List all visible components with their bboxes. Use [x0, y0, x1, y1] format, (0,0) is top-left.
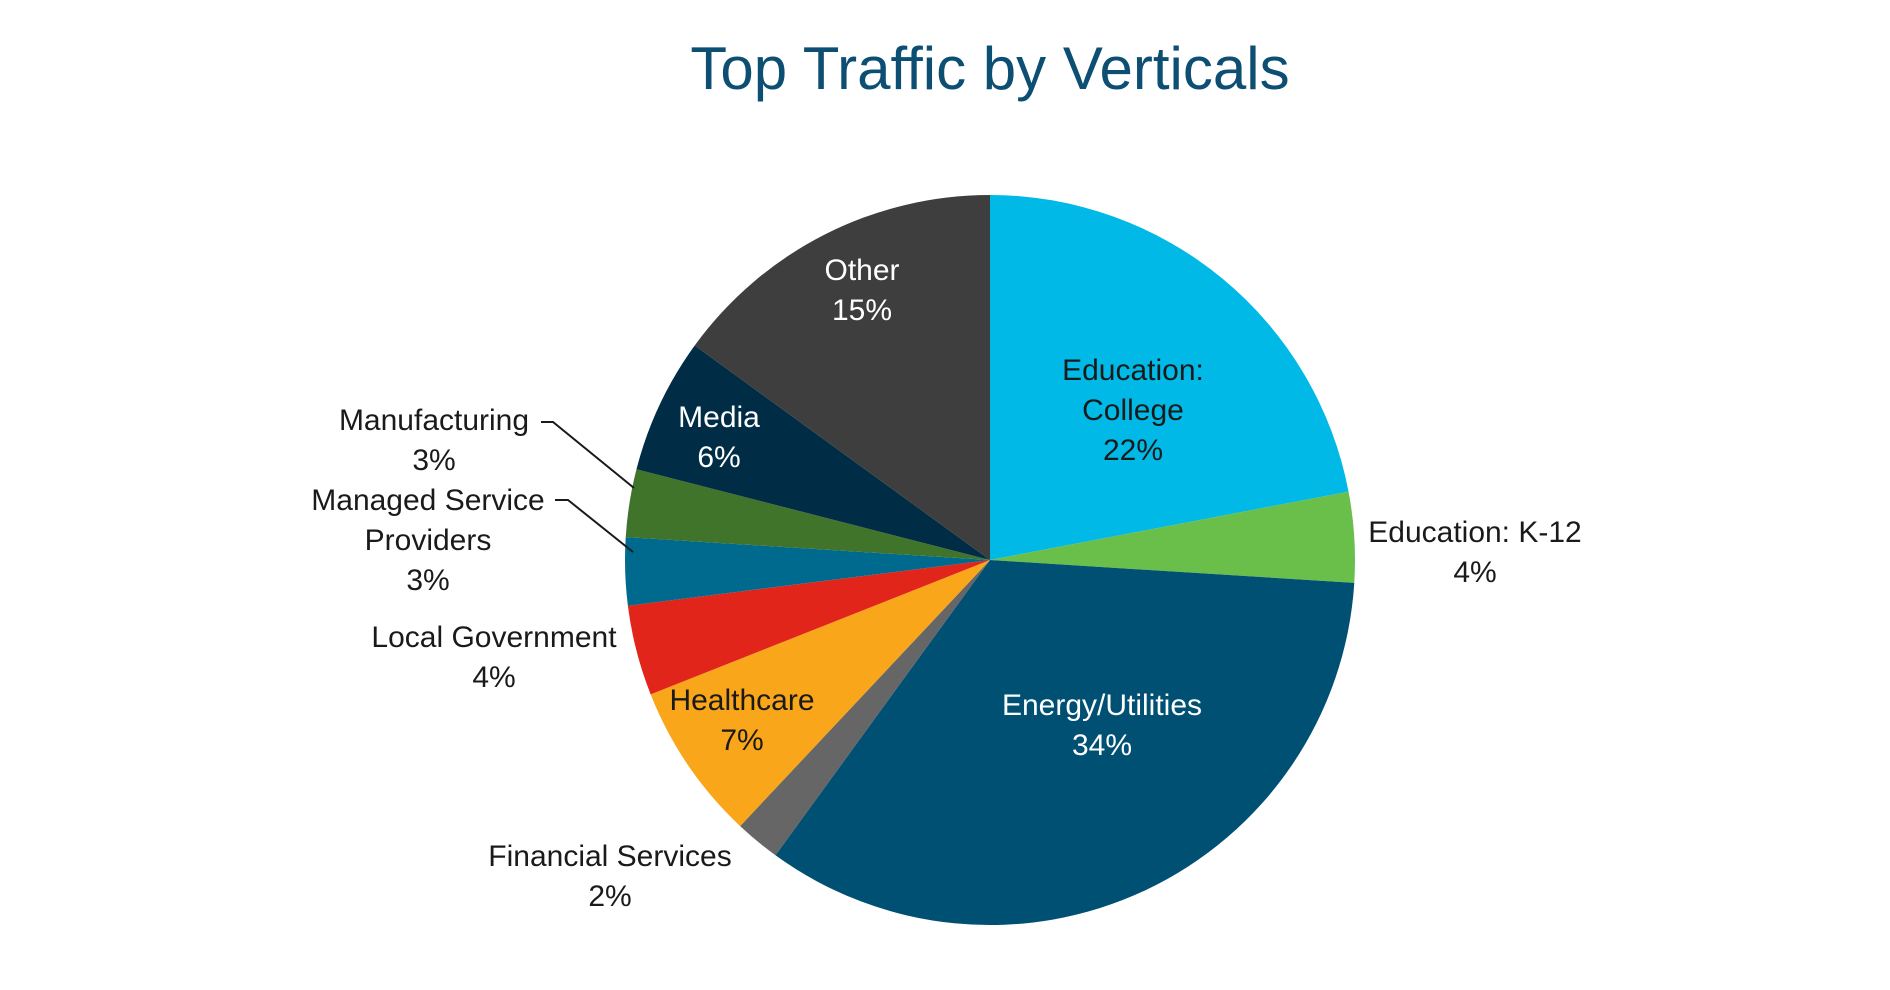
- pie-slice-education-k-12: [990, 491, 1355, 583]
- pie-slices: [625, 195, 1355, 925]
- pie-slice-managed-service-providers: [625, 537, 990, 606]
- pie-slice-energy-utilities: [775, 560, 1355, 925]
- pie-slice-local-government: [627, 560, 990, 695]
- leader-line-managed-service-providers: [555, 499, 634, 553]
- slice-label-media: Media 6%: [678, 401, 760, 474]
- slice-label-education-k-12: Education: K-12 4%: [1368, 516, 1581, 589]
- slice-label-local-government: Local Government 4%: [371, 621, 617, 694]
- pie-slice-other: [694, 195, 990, 560]
- pie-slice-manufacturing: [625, 469, 990, 560]
- label-leader-lines: [541, 421, 635, 553]
- pie-slice-education-college: [990, 195, 1349, 560]
- chart-title: Top Traffic by Verticals: [690, 35, 1289, 102]
- slice-label-other: Other 15%: [824, 254, 899, 327]
- slice-label-energy-utilities: Energy/Utilities 34%: [1002, 689, 1202, 762]
- pie-slice-financial-services: [740, 560, 990, 856]
- slice-label-managed-service-providers: Managed Service Providers 3%: [311, 484, 544, 597]
- slice-label-financial-services: Financial Services 2%: [488, 840, 731, 913]
- pie-slice-media: [636, 345, 990, 560]
- slice-label-manufacturing: Manufacturing 3%: [339, 404, 529, 477]
- slice-label-healthcare: Healthcare 7%: [669, 684, 814, 757]
- slice-label-education-college: Education: College 22%: [1062, 354, 1204, 467]
- leader-line-manufacturing: [541, 421, 635, 489]
- pie-slice-healthcare: [650, 560, 990, 827]
- slice-labels: Education: College 22% Education: K-12 4% Ene…: [311, 254, 1581, 913]
